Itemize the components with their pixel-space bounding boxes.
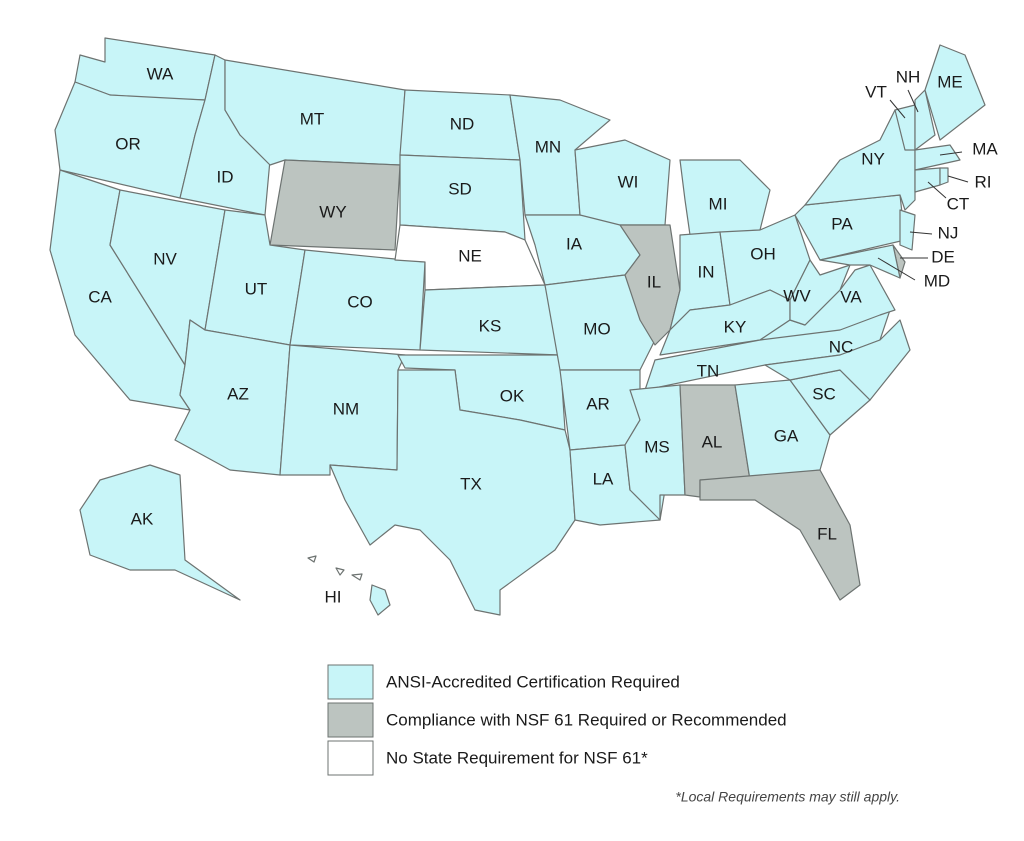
legend-swatch	[327, 702, 374, 738]
state-label: IL	[647, 272, 661, 291]
state-label: AR	[586, 394, 610, 413]
state-label: AK	[131, 509, 154, 528]
state-label: DE	[931, 247, 955, 266]
state-label: PA	[831, 214, 853, 233]
state-label: ND	[450, 114, 475, 133]
island	[307, 555, 317, 563]
state-label: MD	[924, 271, 950, 290]
state-label: MI	[709, 194, 728, 213]
state-label: SD	[448, 179, 472, 198]
state-label: CT	[947, 194, 970, 213]
state	[369, 584, 391, 616]
legend-label: ANSI-Accredited Certification Required	[386, 672, 680, 691]
state-label: WI	[618, 172, 639, 191]
state-label: MT	[300, 109, 325, 128]
state-label: CA	[88, 287, 112, 306]
leader-line	[877, 257, 916, 281]
state-label: VT	[865, 82, 887, 101]
state-label: TX	[460, 474, 482, 493]
state-label: MA	[972, 139, 998, 158]
footnote: *Local Requirements may still apply.	[675, 789, 900, 805]
state	[544, 274, 656, 371]
leader-line	[889, 99, 906, 119]
state	[899, 209, 916, 251]
legend: ANSI-Accredited Certification Required Co…	[327, 664, 787, 776]
legend-swatch	[327, 664, 374, 700]
state	[269, 159, 401, 251]
state	[914, 167, 941, 193]
state-label: NH	[896, 67, 921, 86]
state-label: AL	[702, 432, 723, 451]
state	[329, 369, 576, 616]
legend-swatch	[327, 740, 374, 776]
state-label: UT	[245, 279, 268, 298]
state-label: ME	[937, 72, 963, 91]
state	[764, 319, 911, 401]
state-label: WY	[319, 202, 346, 221]
state	[619, 224, 681, 346]
state-labels: WA OR CA NV ID MT WY UT CO AZ NM ND SD NE KS OK TX MN IA MO…	[88, 64, 998, 606]
state-label: RI	[975, 172, 992, 191]
state-label: VA	[840, 287, 862, 306]
state-label: IN	[698, 262, 715, 281]
state-label: NV	[153, 249, 177, 268]
leader-line	[927, 181, 947, 199]
state	[939, 167, 949, 186]
state-label: FL	[817, 524, 837, 543]
state-label: LA	[593, 469, 614, 488]
state-label: OR	[115, 134, 141, 153]
state	[819, 244, 901, 279]
state-label: KS	[479, 316, 502, 335]
state	[914, 89, 936, 151]
legend-label: No State Requirement for NSF 61*	[386, 748, 648, 767]
leader-lines	[877, 89, 969, 281]
state-label: WV	[783, 286, 811, 305]
state-label: NY	[861, 149, 885, 168]
state-label: NC	[829, 337, 854, 356]
state-label: MO	[583, 319, 610, 338]
island	[351, 573, 363, 581]
state-label: AZ	[227, 384, 249, 403]
state-label: GA	[774, 426, 799, 445]
state	[734, 379, 831, 481]
leader-line	[909, 231, 933, 235]
leader-line	[947, 175, 969, 183]
state-label: NE	[458, 246, 482, 265]
state	[924, 44, 986, 141]
state-label: ID	[217, 167, 234, 186]
state-label: WA	[147, 64, 174, 83]
state-label: KY	[724, 317, 747, 336]
state-label: IA	[566, 234, 583, 253]
state-label: TN	[697, 361, 720, 380]
island	[335, 567, 345, 576]
states	[49, 37, 986, 616]
state	[789, 259, 851, 326]
state	[79, 464, 241, 601]
state	[914, 144, 961, 171]
state-label: NM	[333, 399, 359, 418]
state-label: HI	[325, 587, 342, 606]
legend-label: Compliance with NSF 61 Required or Recom…	[386, 710, 787, 729]
leader-line	[907, 89, 919, 113]
state	[699, 469, 861, 601]
state-label: MN	[535, 137, 561, 156]
state-label: NJ	[938, 223, 959, 242]
state-label: MS	[644, 437, 670, 456]
leader-line	[939, 151, 963, 156]
state-label: OK	[500, 386, 525, 405]
state-label: CO	[347, 292, 373, 311]
state-label: OH	[750, 244, 776, 263]
state-label: SC	[812, 384, 836, 403]
